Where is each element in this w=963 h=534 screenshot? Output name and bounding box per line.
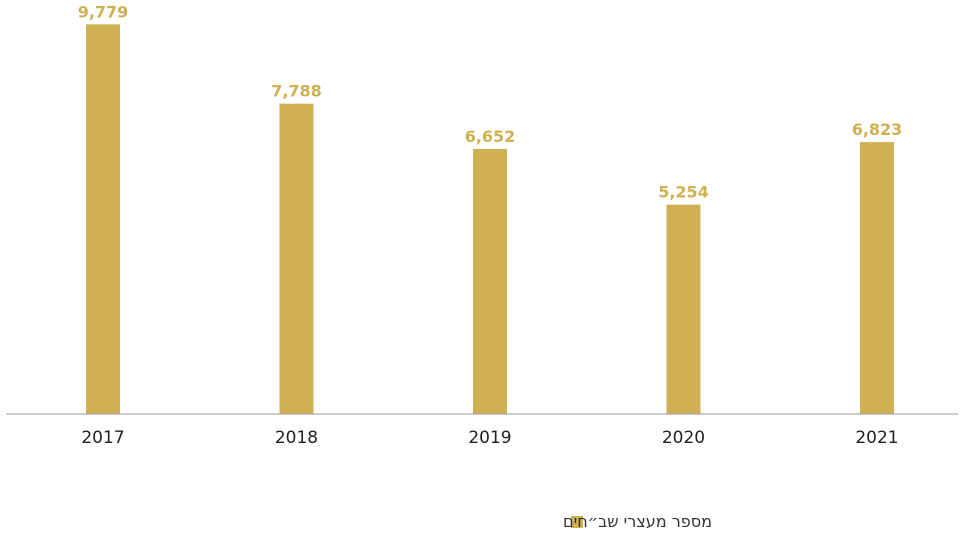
value-label-2020: 5,254 — [658, 183, 709, 202]
bar-2018 — [279, 103, 314, 415]
legend: מספר מעצרי שב״חים — [563, 512, 712, 531]
bar-2019 — [473, 148, 507, 414]
value-label-2021: 6,823 — [852, 120, 903, 139]
legend-swatch — [571, 516, 583, 528]
bar-2021 — [860, 142, 894, 414]
x-tick-label-2020: 2020 — [662, 428, 705, 448]
bar-2017 — [86, 24, 120, 414]
value-label-2019: 6,652 — [465, 127, 516, 146]
legend-series-name: מספר מעצרי שב״חים — [563, 512, 712, 531]
x-tick-label-2018: 2018 — [275, 428, 318, 448]
bars-group — [86, 24, 894, 415]
x-tick-labels-group: 2017 2018 2019 2020 2021 — [81, 428, 898, 448]
x-tick-label-2019: 2019 — [468, 428, 511, 448]
x-tick-label-2017: 2017 — [81, 428, 124, 448]
value-labels-group: 9,779 7,788 6,652 5,254 6,823 — [78, 2, 903, 201]
x-tick-label-2021: 2021 — [855, 428, 898, 448]
value-label-2017: 9,779 — [78, 2, 129, 21]
value-label-2018: 7,788 — [271, 82, 322, 101]
bar-2020 — [666, 204, 701, 414]
